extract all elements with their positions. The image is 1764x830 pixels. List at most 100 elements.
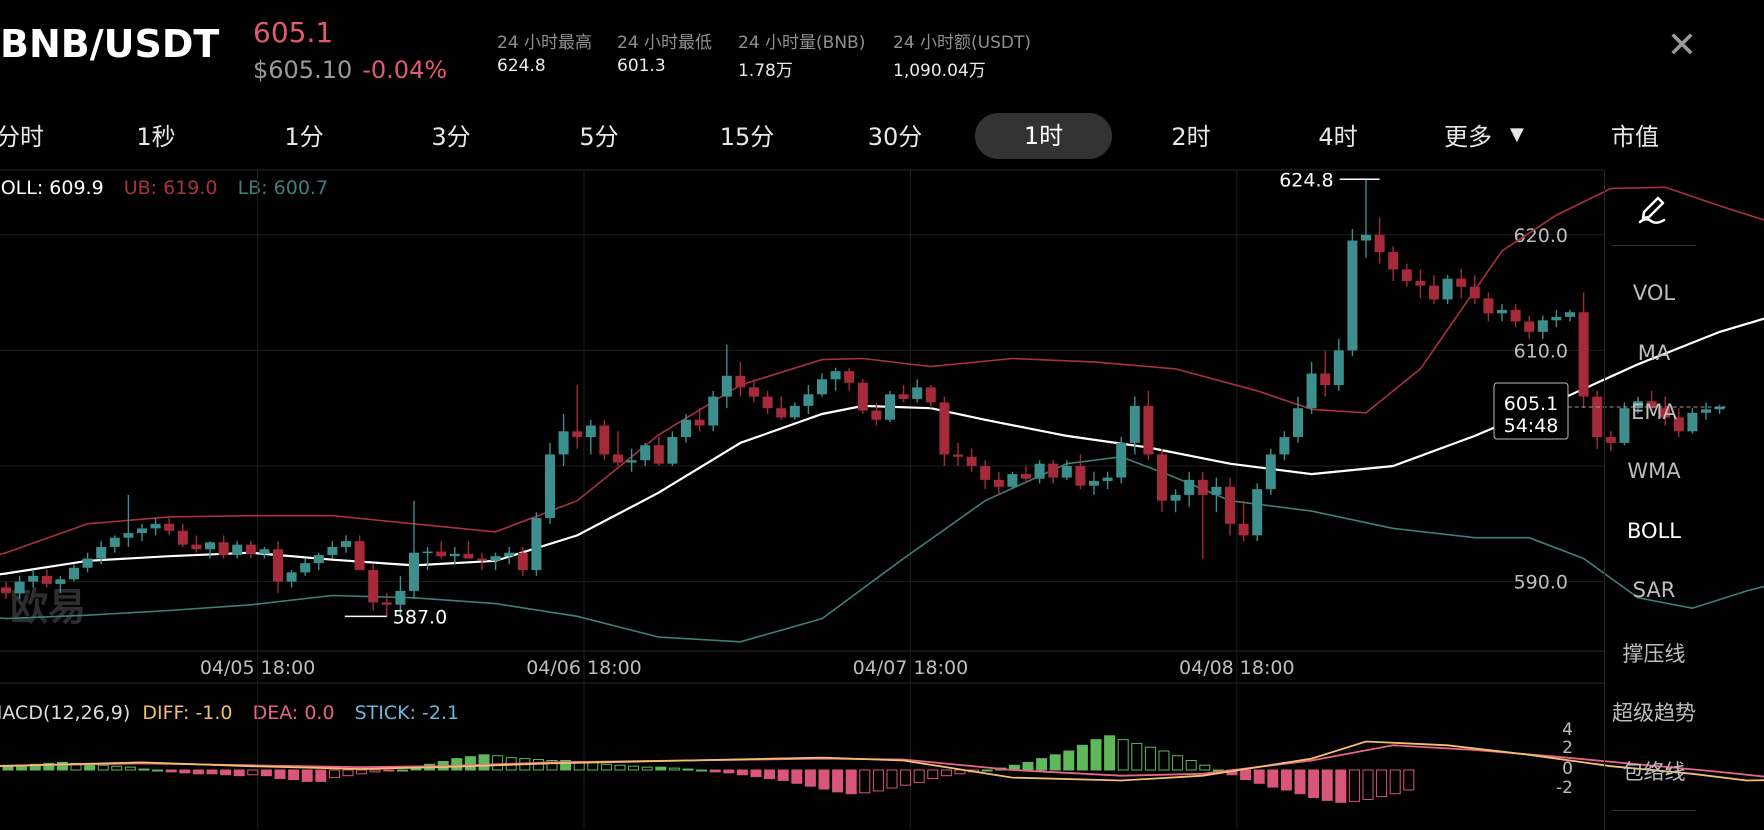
macd-bar	[1321, 769, 1333, 801]
current-price-label: 605.1	[1504, 393, 1558, 415]
candle	[572, 431, 583, 438]
macd-bar	[301, 769, 313, 782]
macd-bar	[750, 769, 762, 778]
macd-bar	[97, 764, 109, 771]
candle	[708, 396, 719, 426]
tab-market-cap[interactable]: 市值	[1611, 123, 1659, 151]
tab-3m[interactable]: 3分	[431, 123, 471, 151]
tab-timeline[interactable]: 分时	[0, 123, 44, 151]
candle	[245, 544, 256, 554]
candle	[1197, 479, 1208, 495]
macd-bar	[1348, 769, 1360, 802]
chevron-down-icon[interactable]: ▼	[1510, 124, 1524, 145]
candle	[749, 387, 759, 397]
candle	[205, 542, 215, 550]
macd-bar	[464, 756, 476, 771]
macd-bar	[628, 765, 640, 771]
tab-15m[interactable]: 15分	[719, 123, 775, 151]
candle	[789, 405, 800, 418]
tab-1h[interactable]: 1时	[975, 113, 1112, 159]
indicator-support-resistance[interactable]: 撑压线	[1622, 642, 1686, 666]
candle	[436, 551, 447, 557]
candle	[980, 466, 991, 480]
tab-4h[interactable]: 4时	[1318, 123, 1358, 151]
candle	[1497, 309, 1507, 314]
tab-2h[interactable]: 2时	[1171, 123, 1211, 151]
lb-label: LB:	[237, 177, 268, 199]
tab-1s[interactable]: 1秒	[136, 123, 176, 151]
stat-volume-bnb: 24 小时量(BNB) 1.78万	[738, 28, 865, 81]
ub-value: 619.0	[163, 177, 218, 199]
candle	[694, 419, 705, 426]
macd-bar	[369, 769, 381, 773]
candle	[1687, 412, 1698, 432]
candle	[1211, 486, 1222, 495]
candle	[830, 371, 841, 380]
macd-bar	[845, 769, 857, 795]
indicator-envelope[interactable]: 包络线	[1622, 760, 1686, 784]
macd-bar	[1185, 760, 1197, 771]
stat-label: 24 小时量(BNB)	[738, 33, 866, 53]
macd-bar	[220, 769, 232, 776]
indicator-supertrend[interactable]: 超级趋势	[1612, 701, 1696, 725]
candle	[1429, 285, 1439, 300]
close-icon[interactable]: ✕	[1666, 25, 1698, 66]
indicator-boll[interactable]: BOLL	[1627, 519, 1681, 543]
candle	[599, 425, 610, 455]
macd-bar	[981, 769, 993, 772]
candle	[1279, 437, 1290, 455]
tab-5m[interactable]: 5分	[579, 123, 619, 151]
candle	[613, 454, 623, 463]
indicator-sar[interactable]: SAR	[1632, 578, 1676, 602]
macd-bar	[478, 754, 490, 771]
candle	[1007, 474, 1018, 487]
indicator-wma[interactable]: WMA	[1627, 459, 1681, 483]
boll-label: BOLL:	[0, 177, 44, 199]
indicator-ema[interactable]: EMA	[1631, 400, 1677, 424]
candle	[1102, 477, 1113, 482]
macd-bar	[886, 769, 898, 789]
diff-label: DIFF:	[142, 702, 190, 724]
candles	[1, 179, 1725, 617]
candle	[449, 553, 460, 557]
stat-high: 24 小时最高 624.8	[497, 28, 592, 76]
macd-bar	[274, 769, 286, 780]
candle	[681, 419, 691, 438]
macd-bar	[1036, 758, 1048, 771]
dea-label: DEA:	[252, 702, 299, 724]
indicator-ma[interactable]: MA	[1637, 341, 1671, 365]
candle	[1238, 523, 1249, 536]
candle	[1374, 234, 1385, 253]
candle	[626, 460, 637, 463]
macd-bar	[859, 769, 871, 794]
macd-bar	[546, 760, 558, 771]
stat-value: 1.78万	[738, 61, 793, 81]
last-price: 605.1	[253, 16, 334, 49]
macd-bar	[1104, 735, 1116, 771]
macd-bar	[342, 769, 354, 777]
macd-bar	[696, 769, 708, 772]
candle	[1510, 309, 1521, 322]
candle	[1306, 373, 1317, 409]
macd-bar	[451, 758, 463, 771]
candle	[531, 518, 542, 571]
candle	[1565, 312, 1575, 317]
candle	[1320, 373, 1331, 386]
tab-30m[interactable]: 30分	[867, 123, 923, 151]
candle	[28, 575, 39, 582]
macd-bar	[152, 769, 164, 772]
candle	[1442, 278, 1453, 300]
tab-more[interactable]: 更多	[1444, 123, 1492, 151]
stat-volume-usdt: 24 小时额(USDT) 1,090.04万	[893, 28, 1031, 81]
macd-bar	[655, 766, 667, 771]
macd-bar	[791, 769, 803, 784]
usd-price-row: $605.10 -0.04%	[253, 56, 447, 84]
macd-bar	[600, 763, 612, 771]
tab-1m[interactable]: 1分	[284, 123, 324, 151]
indicator-vol[interactable]: VOL	[1632, 281, 1676, 305]
candle	[354, 541, 365, 571]
candle	[286, 572, 297, 582]
macd-bar	[1403, 769, 1415, 791]
draw-tool-icon[interactable]	[1604, 186, 1704, 226]
